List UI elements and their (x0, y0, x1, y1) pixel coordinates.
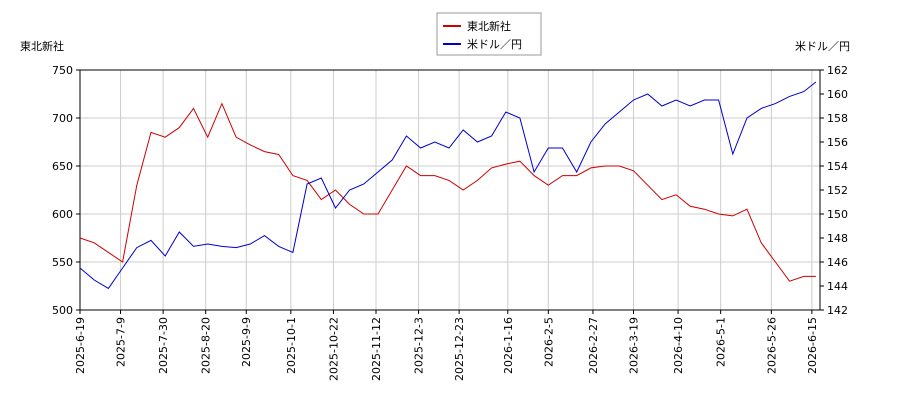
x-tick-label: 2025-12-3 (413, 317, 426, 374)
y-tick-label: 550 (52, 256, 73, 269)
x-tick-label: 2025-12-23 (453, 317, 466, 381)
x-tick-label: 2025-7-9 (115, 317, 128, 367)
legend-box (436, 12, 542, 56)
y2-tick-label: 162 (827, 64, 848, 77)
y2-tick-label: 148 (827, 232, 848, 245)
y2-tick-label: 156 (827, 136, 848, 149)
plot-frame (79, 69, 821, 311)
y2-tick-label: 150 (827, 208, 848, 221)
y-tick-label: 750 (52, 64, 73, 77)
legend-label: 米ドル／円 (467, 38, 522, 51)
y2-tick-label: 142 (827, 304, 848, 317)
legend-label: 東北新社 (467, 19, 511, 33)
x-tick-label: 2026-5-26 (765, 317, 778, 374)
y2-tick-label: 160 (827, 88, 848, 101)
y-tick-label: 650 (52, 160, 73, 173)
y2-tick-label: 152 (827, 184, 848, 197)
x-tick-label: 2025-11-12 (370, 317, 383, 381)
x-tick-label: 2026-5-1 (715, 317, 728, 367)
x-tick-label: 2025-8-20 (200, 317, 213, 374)
y-tick-label: 600 (52, 208, 73, 221)
x-tick-label: 2025-7-30 (157, 317, 170, 374)
line-series (79, 81, 817, 290)
y2-tick-label: 158 (827, 112, 848, 125)
x-tick-label: 2026-2-5 (542, 317, 555, 367)
x-tick-label: 2025-10-1 (285, 317, 298, 374)
x-tick-label: 2025-10-22 (327, 317, 340, 381)
x-tick-label: 2026-3-19 (627, 317, 640, 374)
line-series (79, 102, 816, 282)
x-tick-label: 2026-2-27 (587, 317, 600, 374)
x-tick-label: 2025-9-9 (240, 317, 253, 367)
x-tick-label: 2026-6-15 (806, 317, 819, 374)
y-tick-label: 700 (52, 112, 73, 125)
y2-axis-label: 米ドル／円 (795, 40, 850, 53)
x-tick-label: 2026-1-16 (502, 317, 515, 374)
y2-tick-label: 146 (827, 256, 848, 269)
x-tick-label: 2026-4-10 (672, 317, 685, 374)
y2-tick-label: 154 (827, 160, 848, 173)
y-axis-label: 東北新社 (20, 39, 64, 53)
y2-tick-label: 144 (827, 280, 848, 293)
x-tick-label: 2025-6-19 (74, 317, 87, 374)
y-tick-label: 500 (52, 304, 73, 317)
